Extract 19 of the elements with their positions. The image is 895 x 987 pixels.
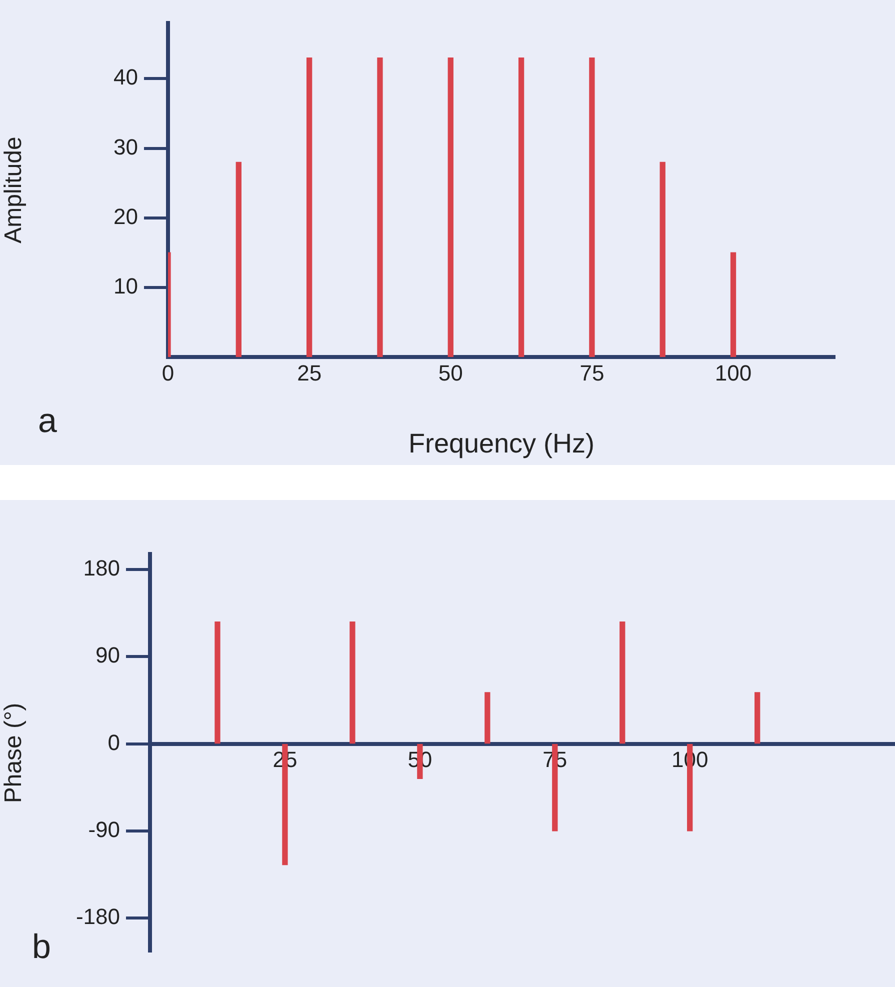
x-tick-label: 25 [297, 360, 322, 386]
y-tick-label: 0 [108, 730, 120, 755]
x-tick-label: 0 [162, 360, 174, 386]
y-tick-label: 30 [114, 134, 138, 160]
y-tick-label: 90 [96, 642, 120, 668]
x-axis-title: Frequency (Hz) [408, 428, 595, 458]
y-tick-label: 40 [114, 64, 138, 90]
y-axis-title: Phase (°) [0, 702, 28, 804]
y-tick-label: -180 [76, 904, 120, 930]
y-tick-label: 10 [114, 273, 138, 298]
y-tick-label: 180 [83, 556, 120, 581]
x-tick-label: 75 [580, 360, 604, 386]
text: b [32, 928, 51, 967]
text: a [38, 402, 57, 441]
x-tick-label: 50 [438, 360, 463, 386]
y-tick-label: 20 [114, 204, 138, 229]
x-tick-label: 100 [714, 360, 752, 386]
y-tick-label: -90 [88, 817, 120, 842]
y-axis-title: Amplitude [0, 136, 28, 244]
